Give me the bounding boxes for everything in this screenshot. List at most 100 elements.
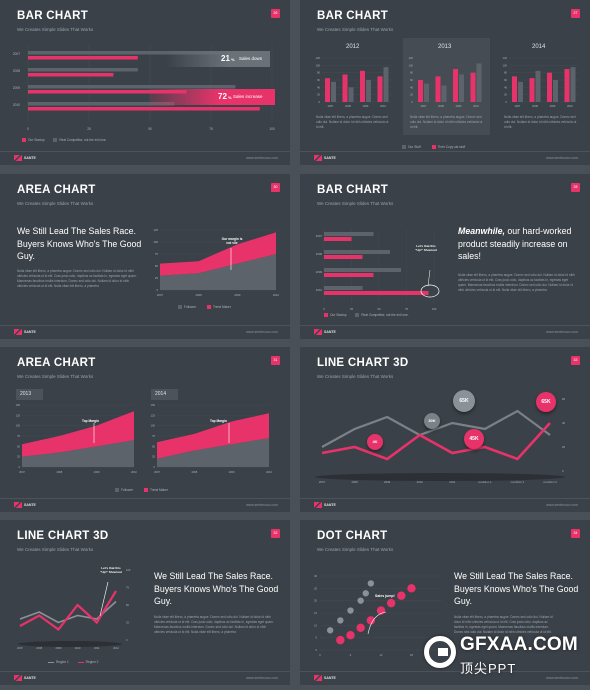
- y-tick-label: 0: [562, 469, 564, 473]
- footer-url: www.sentecoco.com: [246, 676, 278, 680]
- slide-number-badge: 28: [571, 183, 580, 192]
- bar-competitor: [28, 85, 236, 89]
- x-tick-label: condition 3: [543, 480, 557, 484]
- y-tick-label: 100: [16, 424, 21, 428]
- legend-swatch-gray: [53, 138, 58, 143]
- legend-label: Follower: [184, 305, 197, 309]
- logo-text: SANTE: [324, 155, 336, 160]
- panel-text-2012: Nulla vitae elit libero, a pharetra augu…: [316, 115, 389, 129]
- slide-number-badge: 32: [271, 529, 280, 538]
- legend-swatch-pink: [77, 661, 84, 663]
- watermark-cn-text: 顶尖PPT: [460, 661, 517, 676]
- sante-logo-icon: [314, 329, 322, 335]
- panel-label: 2013: [20, 391, 32, 397]
- x-tick-label: 6: [350, 653, 352, 657]
- bar-copycat-stuff: [518, 81, 523, 102]
- y-tick-label: 2010: [13, 103, 20, 107]
- y-tick-label: 50: [152, 444, 155, 448]
- panel-text-2013: Nulla vitae elit libero, a pharetra augu…: [410, 115, 483, 129]
- annotation-arrow: [367, 611, 387, 635]
- slide-footer: SANTE www.sentecoco.com: [0, 498, 290, 512]
- slide-title: BAR CHART: [317, 184, 389, 196]
- bar-copycat-stuff: [459, 74, 464, 102]
- slide-subtitle: We Creates Simple Slides That Works: [317, 201, 394, 206]
- x-tick-label: 2007: [515, 104, 521, 108]
- legend-label: Region 1: [56, 660, 69, 664]
- hbar-chart-2: 0 25 50 75 100 2007 2008 2009 2010: [316, 229, 440, 311]
- area-follower: [157, 438, 269, 467]
- bar-our-stuff: [435, 76, 441, 102]
- annotation-arrow: [99, 581, 109, 617]
- legend-label: Trend Maker: [149, 488, 168, 492]
- slide-title: BAR CHART: [17, 10, 89, 22]
- panel-title-2013: 2013: [16, 389, 43, 400]
- y-tick-label: 2008: [13, 69, 20, 73]
- y-tick-label: 25: [152, 455, 155, 459]
- slide-title: LINE CHART 3D: [17, 530, 109, 542]
- slide-line-chart-3d-2: LINE CHART 3D We Creates Simple Slides T…: [0, 520, 290, 685]
- watermark: GFXAA.COM 顶尖PPT: [420, 624, 585, 686]
- sante-logo: SANTE: [14, 329, 36, 335]
- dot-series-2: [407, 584, 416, 593]
- bar-competitor: [324, 232, 374, 236]
- y-tick-label: 20: [504, 93, 507, 97]
- legend: Follower Trend Maker: [178, 305, 231, 310]
- y-tick-label: 60: [317, 78, 320, 82]
- x-tick-label: 12: [380, 653, 383, 657]
- y-tick-label: 125: [16, 413, 21, 417]
- dot-series-1: [337, 617, 344, 624]
- dot-series-2: [356, 623, 365, 632]
- logo-text: SANTE: [24, 155, 36, 160]
- legend-label: Our Startup: [330, 313, 347, 317]
- panel-title-2013: 2013: [438, 44, 452, 50]
- bubble-4k: 4K: [367, 434, 383, 450]
- x-tick-label: 2010: [567, 104, 573, 108]
- area-chart-1: 0 25 50 75 100 125 2007 2008 2009 2010: [153, 228, 279, 297]
- footer-url: www.sentecoco.com: [246, 156, 278, 160]
- logo-text: SANTE: [24, 329, 36, 334]
- footer-url: www.sentecoco.com: [546, 503, 578, 507]
- y-tick-label: 75: [155, 252, 159, 256]
- x-tick-label: 2008: [36, 646, 42, 650]
- legend: Region 1 Region 2: [48, 660, 98, 664]
- legend-swatch-gray: [402, 145, 406, 150]
- bubble-label: 30K: [428, 418, 436, 423]
- line-series-2: [321, 422, 551, 461]
- bar-competitor: [324, 250, 390, 254]
- legend-swatch-gray: [115, 488, 119, 493]
- y-tick-label: 75: [17, 434, 20, 438]
- x-tick-label: 2008: [56, 470, 62, 474]
- slide-title: DOT CHART: [317, 530, 388, 542]
- y-tick-label: 2009: [316, 270, 323, 274]
- sante-logo-icon: [14, 155, 22, 161]
- logo-text: SANTE: [324, 675, 336, 680]
- bubble-45k: 45K: [464, 429, 484, 449]
- x-tick-label: 2007: [421, 104, 427, 108]
- panel-title-2012: 2012: [346, 44, 360, 50]
- x-tick-label: 2007: [19, 470, 25, 474]
- y-tick-label: 100: [503, 63, 508, 67]
- bar-startup: [28, 73, 114, 77]
- slide-subtitle: We Creates Simple Slides That Works: [17, 27, 94, 32]
- x-tick-label: 50: [377, 307, 381, 311]
- legend-swatch-gray: [48, 661, 54, 663]
- chart-annotation: Let's that this "Up!" Shoutout: [100, 566, 122, 574]
- y-tick-label: 80: [410, 71, 413, 75]
- bar-startup: [324, 255, 363, 259]
- sante-logo-icon: [314, 155, 322, 161]
- slide-title: LINE CHART 3D: [317, 357, 409, 369]
- x-tick-label: 18: [410, 653, 413, 657]
- hbar-chart-1: 0 25 50 75 100 2007 2008 2009 2010: [13, 45, 275, 131]
- sante-logo: SANTE: [314, 329, 336, 335]
- x-tick-label: 2010: [380, 104, 386, 108]
- legend-swatch-pink: [324, 313, 328, 318]
- bubble-label: 65K: [541, 399, 551, 405]
- y-tick-label: 10: [314, 623, 317, 627]
- dot-series-1: [347, 607, 354, 614]
- x-tick-label: condition 1: [478, 480, 492, 484]
- callout-sales-down-unit: %: [231, 57, 235, 62]
- x-tick-label: 2012: [113, 646, 119, 650]
- slide-bar-chart-2: BAR CHART We Creates Simple Slides That …: [300, 0, 590, 165]
- y-tick-label: 15: [314, 611, 317, 615]
